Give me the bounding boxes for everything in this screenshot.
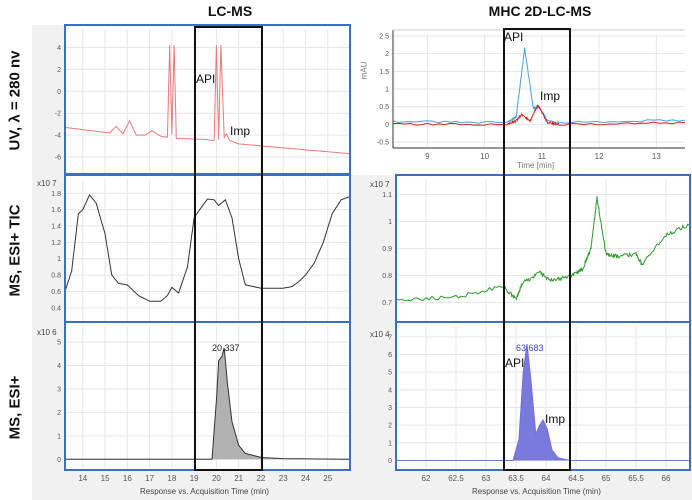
svg-text:1.8: 1.8 xyxy=(51,191,61,198)
right-uv-api-label: API xyxy=(504,30,523,44)
chart-panel-4: 54321014 15 16 17 18 19 20 21 22 23 24 25 xyxy=(57,322,350,483)
svg-text:0.8: 0.8 xyxy=(51,273,61,280)
svg-text:1: 1 xyxy=(57,433,61,440)
right-uv-imp-label: Imp xyxy=(540,89,560,103)
svg-text:-6: -6 xyxy=(55,155,61,162)
svg-text:0: 0 xyxy=(388,458,392,465)
svg-text:17: 17 xyxy=(145,474,154,483)
svg-text:1.1: 1.1 xyxy=(382,192,392,199)
svg-text:65: 65 xyxy=(602,474,611,483)
svg-text:4: 4 xyxy=(388,387,392,394)
svg-text:24: 24 xyxy=(301,474,310,483)
svg-text:1: 1 xyxy=(57,256,61,263)
svg-text:12: 12 xyxy=(595,152,604,161)
svg-text:2: 2 xyxy=(57,410,61,417)
svg-text:-2: -2 xyxy=(55,111,61,118)
right-ms-peak-label: 63.683 xyxy=(516,343,544,353)
svg-text:63.5: 63.5 xyxy=(508,474,524,483)
svg-text:10: 10 xyxy=(480,152,489,161)
left-ms-peak-label: 20.337 xyxy=(212,343,240,353)
svg-text:0.8: 0.8 xyxy=(382,273,392,280)
svg-text:1: 1 xyxy=(388,440,392,447)
left-tic-exponent: x10 7 xyxy=(37,179,57,188)
chart-panel-3: 1.1 1 0.9 0.8 0.7 xyxy=(382,175,690,322)
svg-text:22: 22 xyxy=(256,474,265,483)
chart-canvas: 420-2-4-62.521.510.50-0.59 10 11 12 131.81.6… xyxy=(0,0,692,500)
chart-panel-2: 1.8 1.6 1.4 1.2 1 0.8 0.6 0.4 xyxy=(51,175,350,322)
right-ms-api-label: API xyxy=(505,356,524,370)
right-uv-xlabel: Time [min] xyxy=(517,161,554,170)
right-ms-imp-label: Imp xyxy=(545,412,565,426)
svg-text:5: 5 xyxy=(388,370,392,377)
svg-text:0.9: 0.9 xyxy=(382,246,392,253)
svg-text:1: 1 xyxy=(388,219,392,226)
svg-text:0: 0 xyxy=(57,457,61,464)
svg-text:1.2: 1.2 xyxy=(51,240,61,247)
svg-text:62.5: 62.5 xyxy=(448,474,464,483)
right-tic-exponent: x10 7 xyxy=(370,180,390,189)
svg-text:5: 5 xyxy=(57,340,61,347)
svg-text:65.5: 65.5 xyxy=(628,474,644,483)
svg-text:0.7: 0.7 xyxy=(382,300,392,307)
svg-text:1.4: 1.4 xyxy=(51,224,61,231)
svg-text:6: 6 xyxy=(388,352,392,359)
left-ms-xlabel: Response vs. Acquisition Time (min) xyxy=(140,487,269,496)
svg-text:19: 19 xyxy=(190,474,199,483)
svg-text:4: 4 xyxy=(57,363,61,370)
svg-text:16: 16 xyxy=(123,474,132,483)
chart-panel-0: 4 2 0 -2 -4 -6 xyxy=(55,25,350,174)
svg-text:64: 64 xyxy=(542,474,551,483)
left-uv-api-label: API xyxy=(196,72,215,86)
svg-text:4: 4 xyxy=(57,45,61,52)
svg-text:1.6: 1.6 xyxy=(51,207,61,214)
svg-text:13: 13 xyxy=(652,152,661,161)
svg-text:0: 0 xyxy=(57,89,61,96)
right-uv-ylabel: mAU xyxy=(359,62,368,80)
svg-text:9: 9 xyxy=(425,152,430,161)
svg-text:-0.5: -0.5 xyxy=(377,140,389,147)
svg-text:2.5: 2.5 xyxy=(379,34,389,41)
svg-text:2: 2 xyxy=(388,423,392,430)
svg-text:2: 2 xyxy=(385,51,389,58)
svg-text:64.5: 64.5 xyxy=(568,474,584,483)
svg-text:18: 18 xyxy=(167,474,176,483)
svg-text:1.5: 1.5 xyxy=(379,69,389,76)
right-ms-exponent: x10 4 xyxy=(370,330,390,339)
svg-text:11: 11 xyxy=(538,152,547,161)
svg-text:0.5: 0.5 xyxy=(379,104,389,111)
right-ms-xlabel: Response vs. Acquisition Time (min) xyxy=(472,487,601,496)
svg-text:-4: -4 xyxy=(55,133,61,140)
svg-text:14: 14 xyxy=(78,474,87,483)
left-ms-exponent: x10 6 xyxy=(37,328,57,337)
svg-text:23: 23 xyxy=(279,474,288,483)
svg-text:20: 20 xyxy=(212,474,221,483)
svg-text:2: 2 xyxy=(57,67,61,74)
svg-text:0: 0 xyxy=(385,122,389,129)
left-uv-imp-label: Imp xyxy=(230,124,250,138)
svg-text:0.4: 0.4 xyxy=(51,305,61,312)
chart-panel-1: 2.5 2 1.5 1 0.5 0 -0.5 9 10 11 12 13 xyxy=(377,30,685,161)
svg-text:62: 62 xyxy=(422,474,431,483)
svg-text:21: 21 xyxy=(234,474,243,483)
svg-text:63: 63 xyxy=(482,474,491,483)
svg-text:66: 66 xyxy=(662,474,671,483)
svg-text:3: 3 xyxy=(388,405,392,412)
svg-text:15: 15 xyxy=(101,474,110,483)
svg-text:1: 1 xyxy=(385,87,389,94)
svg-text:0.6: 0.6 xyxy=(51,289,61,296)
svg-text:3: 3 xyxy=(57,386,61,393)
svg-text:25: 25 xyxy=(323,474,332,483)
